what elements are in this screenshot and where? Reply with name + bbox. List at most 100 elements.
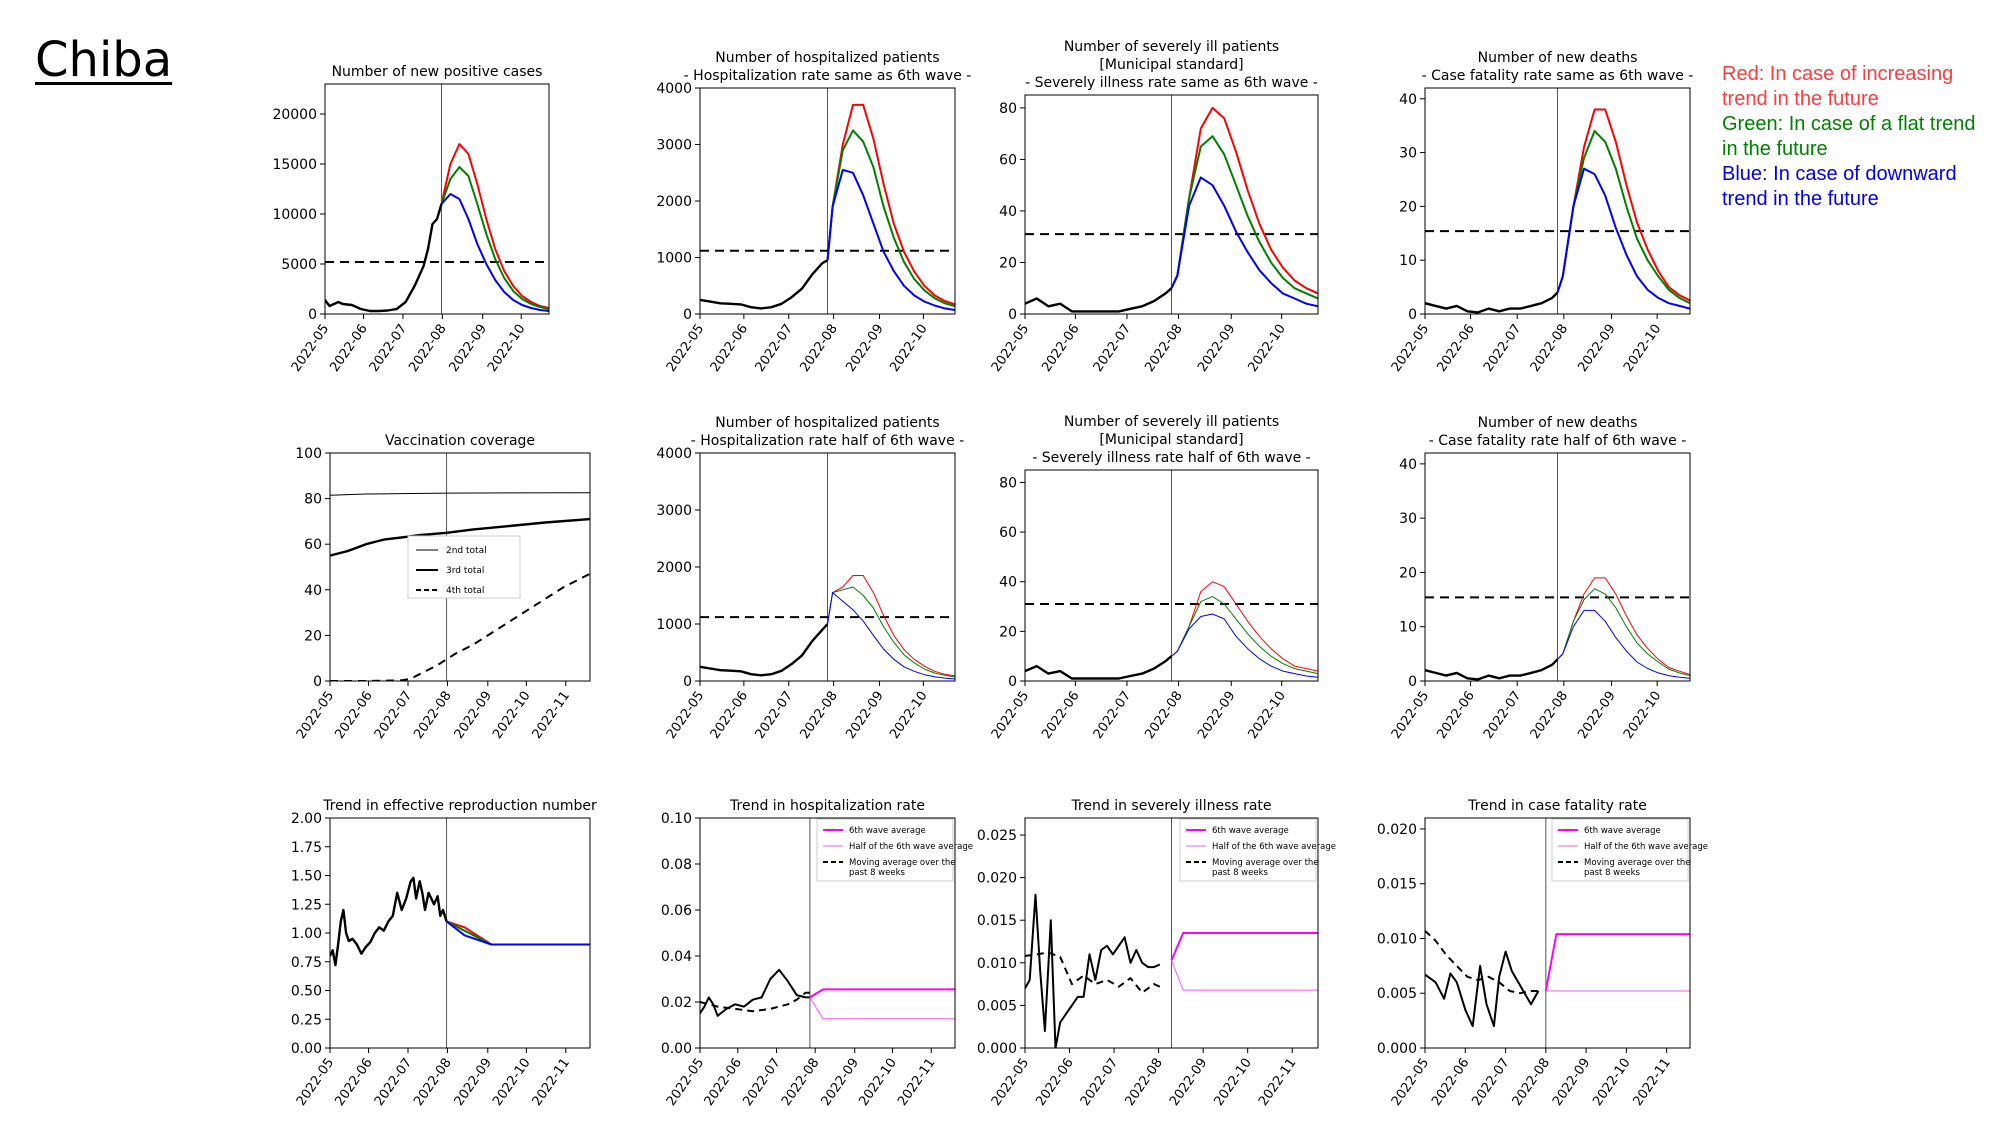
y-tick-label: 4000 xyxy=(656,81,692,97)
y-tick-label: 2.00 xyxy=(291,811,322,827)
x-tick-label: 2022-07 xyxy=(1481,322,1524,375)
chart-severely-illness-rate: Trend in severely illness rate 0.000 0.005… xyxy=(977,798,1336,1109)
y-tick-label: 1000 xyxy=(656,251,692,267)
chart-hospitalization-rate: Trend in hospitalization rate 0.00 0.02 0.0… xyxy=(661,798,973,1109)
y-tick-label: 3000 xyxy=(656,503,692,519)
y-tick-label: 0.08 xyxy=(661,857,692,873)
legend-label: 2nd total xyxy=(446,546,487,556)
legend-label: 6th wave average xyxy=(1212,826,1289,836)
chart-new-deaths-half: Number of new deaths - Case fatality rate… xyxy=(1389,415,1691,742)
y-tick-label: 80 xyxy=(304,492,322,508)
chart-title: - Case fatality rate same as 6th wave - xyxy=(1422,68,1694,84)
legend-label: Moving average over the xyxy=(1212,858,1319,868)
chart-title: Trend in severely illness rate xyxy=(1070,798,1271,814)
series-line xyxy=(440,143,549,309)
x-tick-label: 2022-11 xyxy=(1256,1056,1299,1109)
y-tick-label: 5000 xyxy=(281,257,317,273)
series-line xyxy=(1556,108,1690,302)
x-tick-label: 2022-10 xyxy=(887,689,930,742)
x-tick-label: 2022-05 xyxy=(989,322,1032,375)
chart-case-fatality-rate: Trend in case fatality rate 0.000 0.005 0.0… xyxy=(1377,798,1708,1109)
plot-frame xyxy=(329,817,591,1049)
x-tick-label: 2022-07 xyxy=(367,322,410,375)
y-tick-label: 0.02 xyxy=(661,995,692,1011)
series-line xyxy=(1556,130,1690,305)
series-line xyxy=(1170,135,1318,300)
y-tick-label: 0 xyxy=(1408,307,1417,323)
series-line xyxy=(1557,577,1690,675)
chart-hospitalized-half: Number of hospitalized patients - Hospita… xyxy=(656,415,964,742)
series-line xyxy=(330,876,448,967)
y-tick-label: 0.00 xyxy=(291,1041,322,1057)
legend-note-blue: Blue: In case of downward trend in the f… xyxy=(1722,163,1957,210)
y-tick-label: 10 xyxy=(1399,253,1417,269)
x-tick-label: 2022-08 xyxy=(1142,322,1185,375)
x-tick-label: 2022-05 xyxy=(1389,689,1432,742)
y-tick-label: 40 xyxy=(1399,457,1417,473)
x-tick-label: 2022-09 xyxy=(452,689,495,742)
y-tick-label: 80 xyxy=(999,101,1017,117)
x-tick-label: 2022-08 xyxy=(1510,1056,1553,1109)
chart-reproduction-number: Trend in effective reproduction number 0.… xyxy=(291,798,597,1109)
chart-title: - Severely illness rate half of 6th wave… xyxy=(1032,450,1310,466)
x-tick-label: 2022-09 xyxy=(1550,1056,1593,1109)
series-line xyxy=(1171,613,1318,678)
y-tick-label: 0 xyxy=(1008,674,1017,690)
series-line xyxy=(1025,893,1161,1048)
x-tick-label: 2022-07 xyxy=(1469,1056,1512,1109)
y-tick-label: 10000 xyxy=(272,207,317,223)
series-line xyxy=(827,575,955,677)
x-tick-label: 2022-06 xyxy=(327,322,370,375)
y-tick-label: 80 xyxy=(999,475,1017,491)
x-tick-label: 2022-09 xyxy=(1195,689,1238,742)
x-tick-label: 2022-07 xyxy=(372,1056,415,1109)
plot-frame xyxy=(1424,452,1691,682)
plot-area xyxy=(1025,470,1318,681)
x-tick-label: 2022-07 xyxy=(753,322,796,375)
x-tick-label: 2022-08 xyxy=(411,689,454,742)
legend-label: Moving average over the xyxy=(849,858,956,868)
plot-area xyxy=(700,88,955,314)
x-tick-label: 2022-07 xyxy=(753,689,796,742)
y-tick-label: 4000 xyxy=(656,446,692,462)
series-line xyxy=(1171,960,1318,991)
legend-label: Half of the 6th wave average xyxy=(1584,842,1708,852)
x-tick-label: 2022-09 xyxy=(1575,322,1618,375)
x-tick-label: 2022-06 xyxy=(708,689,751,742)
x-tick-label: 2022-11 xyxy=(530,1056,573,1109)
x-tick-label: 2022-08 xyxy=(797,689,840,742)
chart-title: Trend in effective reproduction number xyxy=(322,798,597,814)
y-tick-label: 0.005 xyxy=(977,998,1017,1014)
y-tick-label: 30 xyxy=(1399,511,1417,527)
chart-title: Number of hospitalized patients xyxy=(715,50,939,66)
plot-frame xyxy=(1024,817,1319,1049)
y-tick-label: 0.06 xyxy=(661,903,692,919)
y-tick-label: 0 xyxy=(313,674,322,690)
x-tick-label: 2022-11 xyxy=(895,1056,938,1109)
plot-area xyxy=(325,84,549,314)
chart-title: Number of hospitalized patients xyxy=(715,415,939,431)
y-tick-label: 40 xyxy=(1399,92,1417,108)
x-tick-label: 2022-10 xyxy=(490,1056,533,1109)
x-tick-label: 2022-05 xyxy=(989,1056,1032,1109)
x-tick-label: 2022-09 xyxy=(843,322,886,375)
series-line xyxy=(700,623,829,677)
series-line xyxy=(1170,176,1318,308)
x-tick-label: 2022-05 xyxy=(664,689,707,742)
x-tick-label: 2022-05 xyxy=(294,689,337,742)
x-tick-label: 2022-05 xyxy=(989,689,1032,742)
series-line xyxy=(1170,106,1318,295)
legend-label: Half of the 6th wave average xyxy=(1212,842,1336,852)
series-line xyxy=(700,991,810,1013)
plot-frame xyxy=(1024,94,1319,315)
legend-note-green: Green: In case of a flat trend in the fu… xyxy=(1722,113,1976,160)
y-tick-label: 10 xyxy=(1399,620,1417,636)
x-tick-label: 2022-09 xyxy=(1167,1056,1210,1109)
chart-hospitalized-same: Number of hospitalized patients - Hospita… xyxy=(656,50,971,375)
series-line xyxy=(1556,167,1690,310)
y-tick-label: 60 xyxy=(999,525,1017,541)
plot-area xyxy=(1025,95,1318,314)
y-tick-label: 0.015 xyxy=(1377,877,1417,893)
x-tick-label: 2022-10 xyxy=(1621,322,1664,375)
plot-frame xyxy=(699,452,956,682)
